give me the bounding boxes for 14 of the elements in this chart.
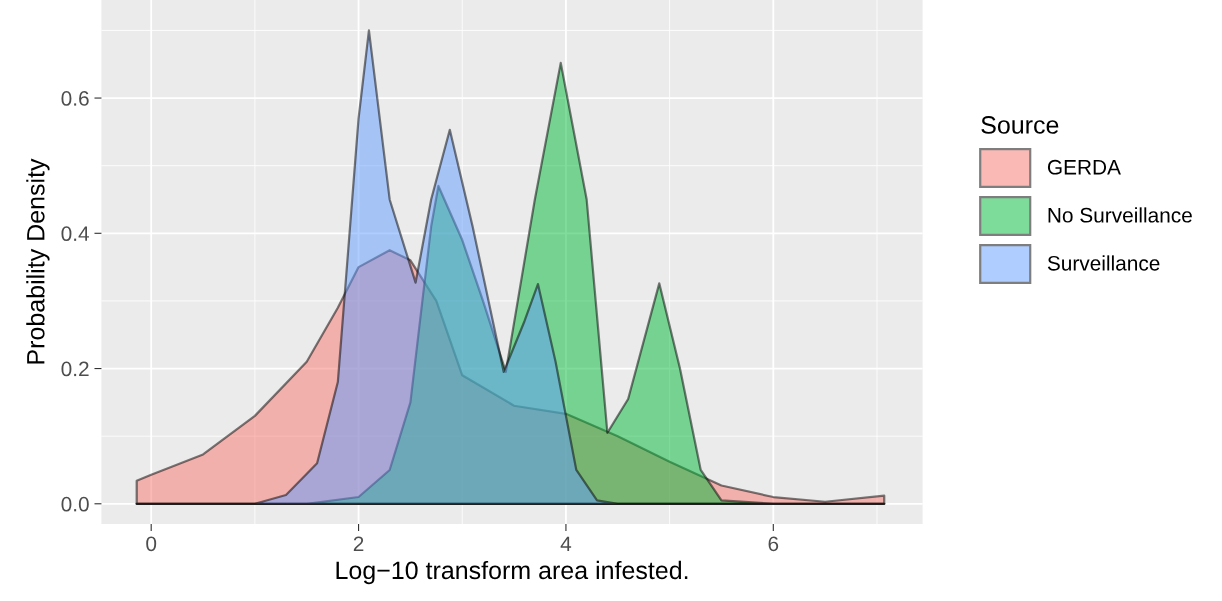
legend-label: GERDA bbox=[1047, 159, 1121, 175]
legend-title: Source bbox=[981, 116, 1059, 134]
x-tick-label: 0 bbox=[146, 536, 157, 552]
x-tick-label: 6 bbox=[768, 536, 779, 552]
y-tick-label: 0.2 bbox=[61, 361, 89, 377]
legend-label: No Surveillance bbox=[1048, 207, 1192, 223]
y-axis-title: Probability Density bbox=[26, 158, 50, 364]
x-tick-label: 2 bbox=[353, 536, 364, 551]
x-tick-label: 4 bbox=[560, 536, 572, 551]
x-axis-title: Log−10 transform area infested. bbox=[336, 560, 688, 585]
legend-label: Surveillance bbox=[1047, 255, 1160, 271]
y-tick-label: 0.6 bbox=[61, 91, 89, 106]
y-tick-label: 0.0 bbox=[61, 496, 89, 512]
y-tick-label: 0.4 bbox=[61, 226, 90, 242]
